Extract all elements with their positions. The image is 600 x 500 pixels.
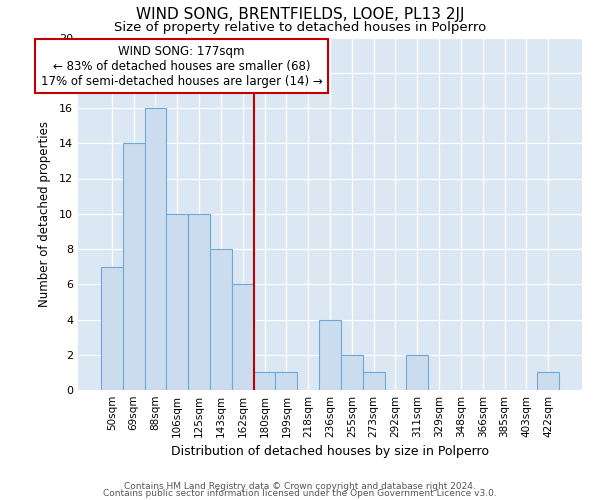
Text: Size of property relative to detached houses in Polperro: Size of property relative to detached ho…	[114, 21, 486, 34]
Bar	[101, 266, 123, 390]
Bar	[232, 284, 254, 390]
Bar	[123, 143, 145, 390]
Text: Contains HM Land Registry data © Crown copyright and database right 2024.: Contains HM Land Registry data © Crown c…	[124, 482, 476, 491]
Bar	[254, 372, 275, 390]
Bar	[275, 372, 297, 390]
Bar	[406, 355, 428, 390]
Bar	[145, 108, 166, 390]
Bar	[188, 214, 210, 390]
Bar	[537, 372, 559, 390]
Y-axis label: Number of detached properties: Number of detached properties	[38, 120, 50, 306]
Bar	[319, 320, 341, 390]
Bar	[341, 355, 363, 390]
Bar	[166, 214, 188, 390]
X-axis label: Distribution of detached houses by size in Polperro: Distribution of detached houses by size …	[171, 446, 489, 458]
Bar	[363, 372, 385, 390]
Text: WIND SONG: 177sqm
← 83% of detached houses are smaller (68)
17% of semi-detached: WIND SONG: 177sqm ← 83% of detached hous…	[41, 44, 323, 88]
Bar	[210, 249, 232, 390]
Text: Contains public sector information licensed under the Open Government Licence v3: Contains public sector information licen…	[103, 490, 497, 498]
Text: WIND SONG, BRENTFIELDS, LOOE, PL13 2JJ: WIND SONG, BRENTFIELDS, LOOE, PL13 2JJ	[136, 8, 464, 22]
